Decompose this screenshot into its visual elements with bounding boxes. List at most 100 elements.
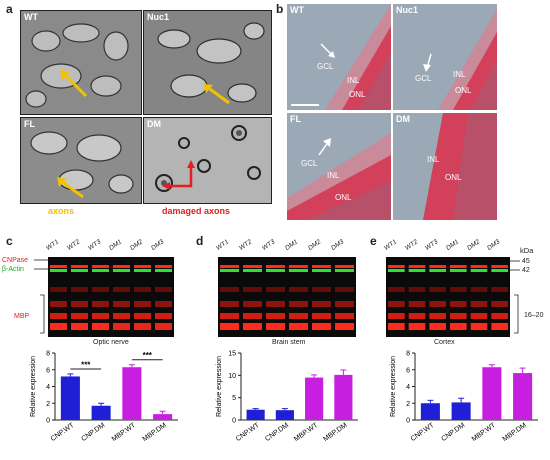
band-faint (470, 287, 488, 292)
blot-cortex (386, 257, 510, 337)
panel-label-e: e (370, 234, 377, 248)
arrow-icon (162, 160, 195, 190)
y-tick-label: 15 (228, 351, 236, 358)
arrow-icon (57, 177, 84, 199)
y-tick-label: 10 (228, 373, 236, 380)
band-faint (388, 287, 405, 292)
bar (153, 414, 173, 420)
band-faint (266, 301, 285, 307)
histology-label-dm: DM (396, 114, 410, 124)
band-faint (289, 301, 308, 307)
retina-texture (287, 113, 391, 220)
retina-texture (287, 4, 391, 110)
lane-label: DM2 (306, 238, 323, 252)
x-tick-label: CNP.DM (80, 422, 106, 443)
lane-label: DM1 (283, 238, 300, 252)
band-cnpase (491, 265, 508, 268)
panel-label-d: d (196, 234, 204, 248)
tissue-optic-nerve: Optic nerve (93, 339, 129, 346)
label-mbp: MBP (14, 313, 30, 320)
tissue-cortex: Cortex (434, 339, 455, 346)
lane-label: WT3 (424, 238, 440, 252)
band-mbp (113, 313, 130, 319)
band-mbp (312, 323, 331, 330)
bar (122, 367, 142, 420)
band-mbp (450, 313, 467, 319)
legend-damaged-axons: damaged axons (162, 206, 231, 216)
band-actin (50, 269, 67, 272)
em-label-dm: DM (147, 119, 161, 129)
band-actin (470, 269, 488, 272)
band-cnpase (220, 265, 239, 268)
histology-image-dm: DM INL ONL (393, 113, 497, 220)
band-mbp (491, 313, 508, 319)
blot-brain-stem (218, 257, 356, 337)
label-42: 42 (522, 267, 530, 274)
band-mbp (92, 323, 109, 330)
y-tick-label: 5 (232, 395, 236, 402)
arrow-icon (60, 70, 88, 98)
band-mbp (491, 323, 508, 330)
band-faint (335, 287, 354, 292)
band-mbp (408, 323, 426, 330)
lane-label: DM2 (128, 238, 145, 252)
em-image-nuc1: Nuc1 (143, 10, 272, 115)
x-tick-label: CNP.DM (440, 422, 466, 443)
band-faint (50, 301, 67, 307)
band-cnpase (92, 265, 109, 268)
band-mbp (71, 313, 88, 319)
layer-onl: ONL (335, 193, 352, 202)
band-mbp (71, 323, 88, 330)
band-actin (71, 269, 88, 272)
band-faint (134, 287, 151, 292)
label-kda: kDa (520, 246, 534, 255)
band-faint (429, 301, 446, 307)
scale-bar (291, 104, 319, 106)
band-actin (289, 269, 308, 272)
band-cnpase (388, 265, 405, 268)
band-faint (50, 287, 67, 292)
band-mbp (92, 313, 109, 319)
band-cnpase (266, 265, 285, 268)
y-axis-label: Relative expression (216, 356, 223, 417)
y-tick-label: 0 (406, 418, 410, 425)
band-mbp (429, 313, 446, 319)
x-tick-label: CNP.DM (264, 422, 290, 443)
band-faint (289, 287, 308, 292)
em-label-fl: FL (24, 119, 35, 129)
band-cnpase (50, 265, 67, 268)
band-cnpase (470, 265, 488, 268)
band-faint (243, 287, 262, 292)
band-faint (155, 301, 172, 307)
band-mbp (429, 323, 446, 330)
em-texture (21, 11, 141, 114)
y-tick-label: 8 (406, 351, 410, 358)
band-cnpase (155, 265, 172, 268)
band-cnpase (71, 265, 88, 268)
retina-texture (393, 4, 497, 110)
y-tick-label: 6 (406, 367, 410, 374)
band-mbp (470, 323, 488, 330)
bar (246, 409, 265, 420)
band-mbp (388, 313, 405, 319)
layer-inl: INL (327, 171, 340, 180)
band-mbp (335, 313, 354, 319)
y-tick-label: 2 (46, 401, 50, 408)
em-label-wt: WT (24, 12, 38, 22)
band-actin (335, 269, 354, 272)
band-cnpase (113, 265, 130, 268)
band-faint (450, 287, 467, 292)
band-actin (408, 269, 426, 272)
band-mbp (312, 313, 331, 319)
band-faint (429, 287, 446, 292)
band-actin (113, 269, 130, 272)
band-mbp (408, 313, 426, 319)
band-mbp (220, 323, 239, 330)
band-faint (113, 287, 130, 292)
band-faint (220, 287, 239, 292)
lane-label: WT3 (260, 238, 277, 252)
band-mbp (113, 323, 130, 330)
lane-label: WT3 (86, 238, 103, 252)
